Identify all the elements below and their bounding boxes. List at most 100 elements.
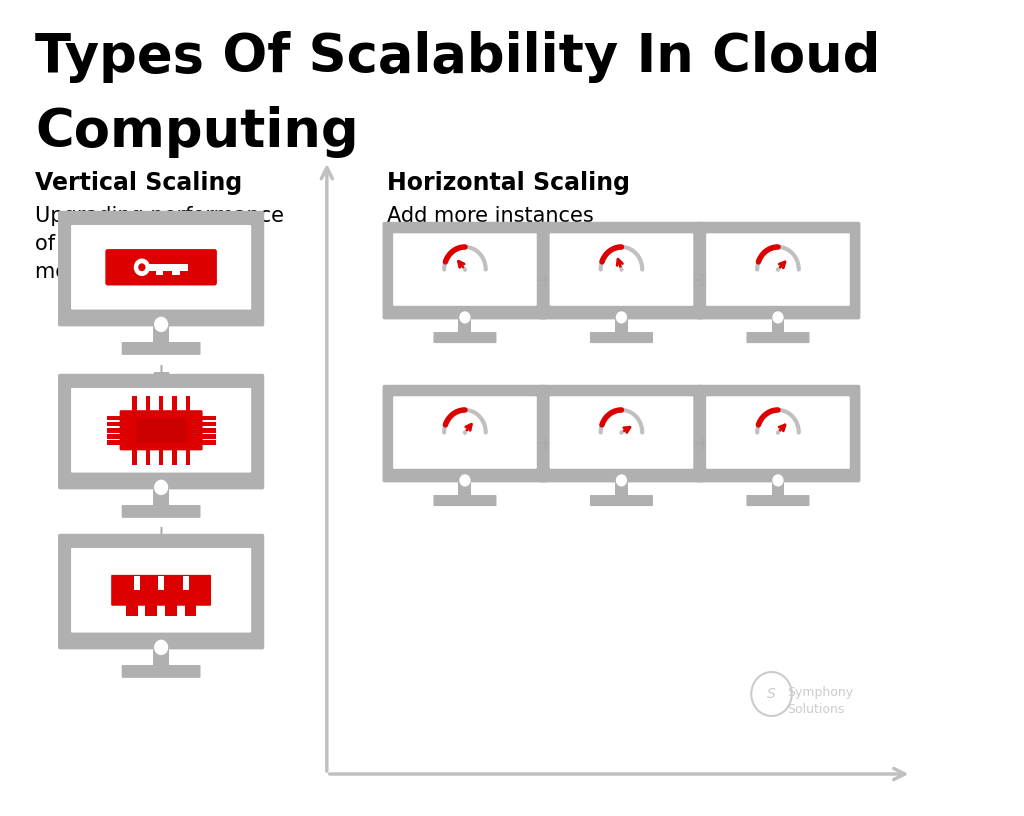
FancyBboxPatch shape bbox=[590, 495, 653, 506]
Bar bbox=[771, 479, 784, 496]
Circle shape bbox=[463, 430, 467, 435]
Bar bbox=[153, 646, 169, 666]
FancyBboxPatch shape bbox=[393, 233, 537, 306]
Bar bbox=[158, 576, 164, 590]
Text: S: S bbox=[767, 687, 776, 701]
FancyBboxPatch shape bbox=[122, 665, 201, 678]
Circle shape bbox=[154, 317, 168, 332]
Bar bbox=[132, 449, 136, 464]
Circle shape bbox=[460, 474, 471, 486]
FancyBboxPatch shape bbox=[136, 418, 186, 442]
Bar bbox=[172, 449, 177, 464]
FancyBboxPatch shape bbox=[105, 249, 217, 286]
Bar bbox=[615, 479, 628, 496]
FancyBboxPatch shape bbox=[71, 548, 251, 632]
Bar bbox=[165, 604, 177, 616]
Circle shape bbox=[460, 311, 471, 323]
Circle shape bbox=[776, 268, 780, 272]
FancyBboxPatch shape bbox=[433, 332, 497, 343]
Bar bbox=[459, 317, 471, 333]
Bar bbox=[145, 396, 150, 412]
FancyBboxPatch shape bbox=[550, 233, 693, 306]
Text: Horizontal Scaling: Horizontal Scaling bbox=[387, 171, 630, 195]
Bar bbox=[153, 486, 169, 506]
Bar bbox=[202, 428, 216, 432]
Bar bbox=[459, 479, 471, 496]
Circle shape bbox=[772, 311, 783, 323]
Circle shape bbox=[615, 474, 627, 486]
Circle shape bbox=[154, 480, 168, 495]
FancyBboxPatch shape bbox=[707, 397, 850, 469]
Bar bbox=[202, 415, 216, 420]
FancyBboxPatch shape bbox=[590, 332, 653, 343]
Text: +: + bbox=[536, 434, 554, 454]
Bar bbox=[184, 604, 197, 616]
Circle shape bbox=[154, 640, 168, 655]
Bar bbox=[615, 317, 628, 333]
FancyBboxPatch shape bbox=[550, 397, 693, 469]
FancyBboxPatch shape bbox=[58, 534, 264, 650]
Text: Add more instances: Add more instances bbox=[387, 206, 594, 226]
Bar bbox=[106, 428, 121, 432]
FancyBboxPatch shape bbox=[539, 222, 703, 319]
Bar bbox=[182, 576, 188, 590]
Bar bbox=[153, 323, 169, 343]
FancyBboxPatch shape bbox=[71, 225, 251, 309]
Bar bbox=[185, 396, 190, 412]
FancyBboxPatch shape bbox=[539, 385, 703, 482]
Bar bbox=[202, 422, 216, 427]
FancyBboxPatch shape bbox=[695, 385, 860, 482]
Circle shape bbox=[620, 268, 624, 272]
Bar bbox=[145, 449, 150, 464]
Bar bbox=[145, 604, 158, 616]
Text: +: + bbox=[692, 271, 711, 291]
Bar bbox=[159, 449, 163, 464]
FancyBboxPatch shape bbox=[58, 211, 264, 326]
FancyBboxPatch shape bbox=[746, 332, 810, 343]
FancyBboxPatch shape bbox=[58, 374, 264, 490]
FancyBboxPatch shape bbox=[383, 385, 548, 482]
Bar bbox=[172, 271, 179, 275]
FancyBboxPatch shape bbox=[122, 505, 201, 518]
Circle shape bbox=[463, 268, 467, 272]
Bar bbox=[106, 434, 121, 439]
Bar bbox=[106, 415, 121, 420]
FancyBboxPatch shape bbox=[71, 388, 251, 472]
Circle shape bbox=[772, 474, 783, 486]
Bar bbox=[126, 604, 137, 616]
Bar bbox=[156, 271, 164, 275]
Text: Upgrading performance
of instance by adding
more RAM, CPU etc: Upgrading performance of instance by add… bbox=[35, 206, 284, 282]
Bar bbox=[106, 422, 121, 427]
Bar bbox=[185, 449, 190, 464]
Bar bbox=[159, 396, 163, 412]
FancyBboxPatch shape bbox=[120, 410, 203, 450]
Text: +: + bbox=[692, 434, 711, 454]
Text: Symphony
Solutions: Symphony Solutions bbox=[787, 686, 853, 716]
Text: Vertical Scaling: Vertical Scaling bbox=[35, 171, 243, 195]
Text: Computing: Computing bbox=[35, 106, 358, 158]
Text: +: + bbox=[151, 524, 172, 548]
Bar bbox=[134, 576, 139, 590]
Bar bbox=[771, 317, 784, 333]
FancyBboxPatch shape bbox=[707, 233, 850, 306]
Circle shape bbox=[615, 311, 627, 323]
Bar bbox=[202, 441, 216, 445]
FancyBboxPatch shape bbox=[112, 574, 211, 605]
Bar bbox=[202, 434, 216, 439]
Bar bbox=[172, 396, 177, 412]
FancyBboxPatch shape bbox=[433, 495, 497, 506]
Bar bbox=[147, 264, 188, 271]
Circle shape bbox=[620, 430, 624, 435]
Circle shape bbox=[134, 259, 150, 276]
FancyBboxPatch shape bbox=[393, 397, 537, 469]
FancyBboxPatch shape bbox=[122, 342, 201, 355]
Text: +: + bbox=[151, 362, 172, 386]
Circle shape bbox=[776, 430, 780, 435]
FancyBboxPatch shape bbox=[746, 495, 810, 506]
Bar bbox=[106, 441, 121, 445]
FancyBboxPatch shape bbox=[695, 222, 860, 319]
Circle shape bbox=[138, 264, 145, 271]
Bar bbox=[132, 396, 136, 412]
Text: +: + bbox=[536, 271, 554, 291]
FancyBboxPatch shape bbox=[383, 222, 548, 319]
